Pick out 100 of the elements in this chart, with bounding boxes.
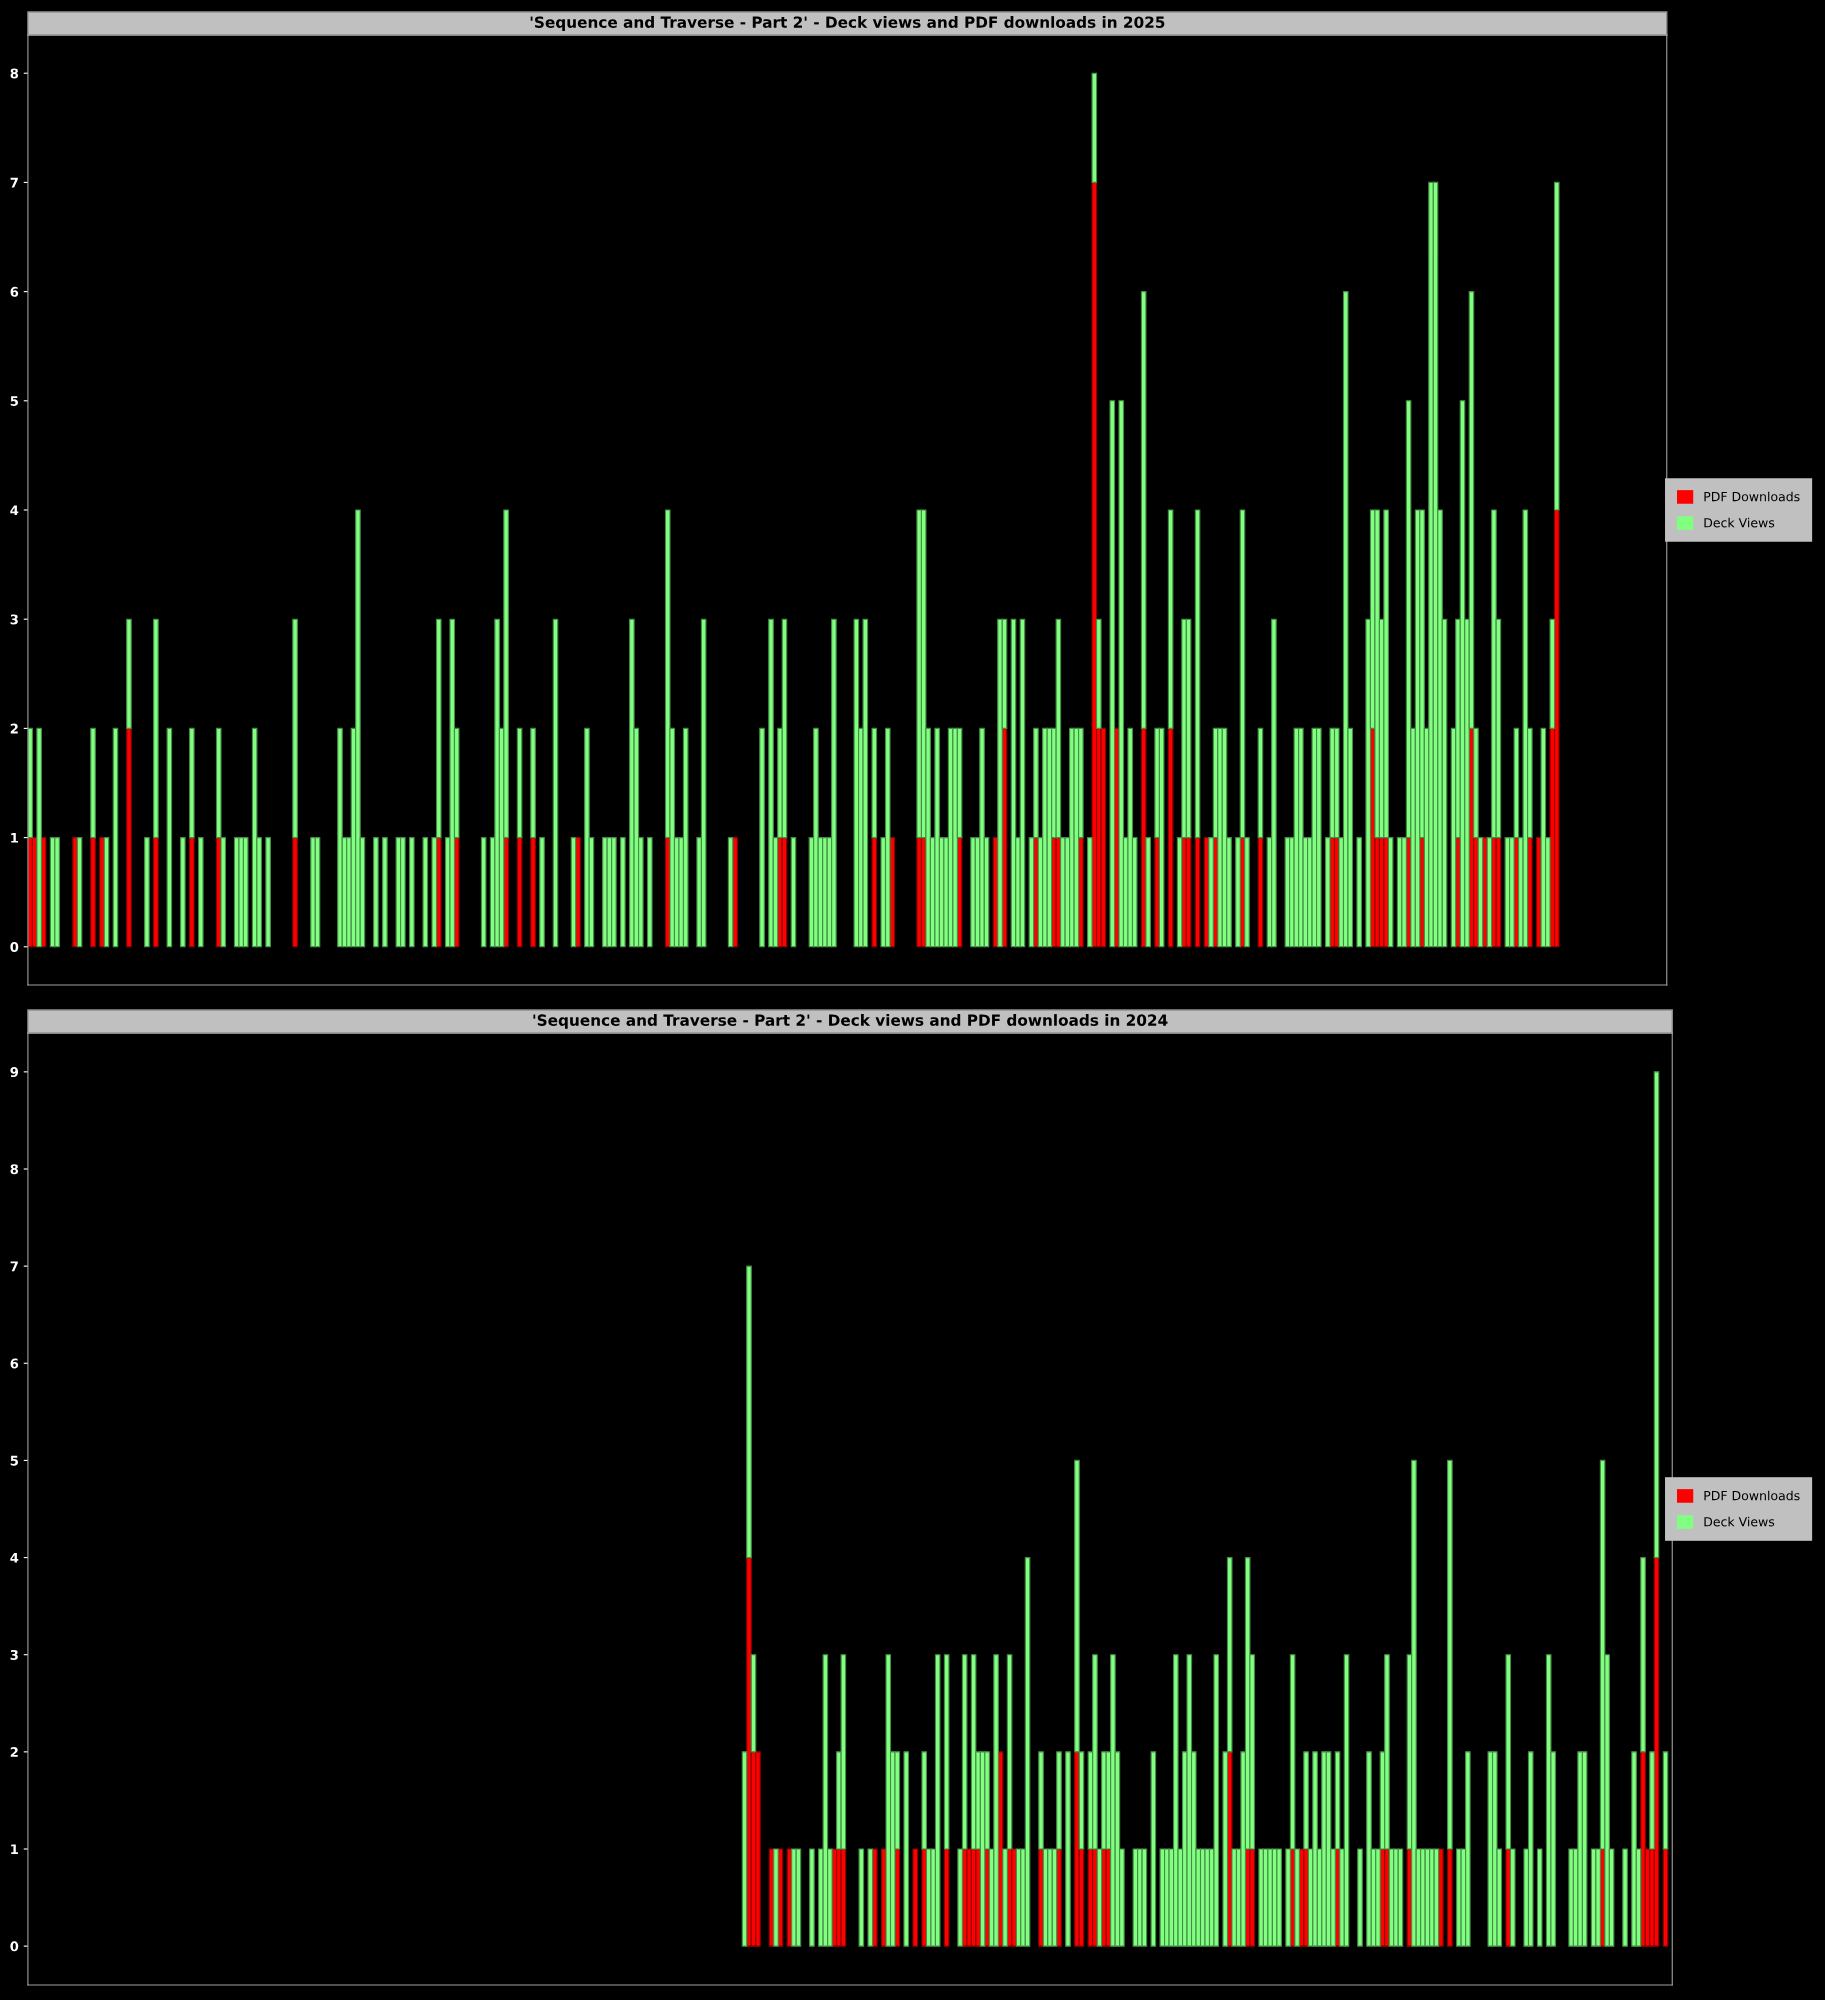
bar bbox=[791, 1848, 797, 1947]
bar bbox=[862, 618, 869, 948]
bar bbox=[1065, 1751, 1071, 1947]
y-tick-label: 5 bbox=[10, 1455, 18, 1466]
bar bbox=[871, 1848, 878, 1947]
bar bbox=[1158, 727, 1165, 948]
bar bbox=[189, 837, 195, 948]
y-tick-label: 5 bbox=[10, 396, 18, 407]
bar bbox=[934, 727, 940, 948]
bar bbox=[54, 837, 60, 948]
bar bbox=[1631, 1751, 1637, 1947]
bar bbox=[1100, 727, 1107, 948]
bar bbox=[871, 837, 878, 948]
bar bbox=[773, 1848, 779, 1947]
bar bbox=[759, 727, 765, 948]
y-tick-label: 6 bbox=[10, 286, 19, 297]
bar bbox=[1312, 1751, 1318, 1947]
bar bbox=[1213, 1654, 1220, 1947]
bar bbox=[1141, 1848, 1148, 1947]
bar bbox=[126, 618, 132, 729]
bar bbox=[1276, 1848, 1282, 1947]
bar bbox=[1536, 1848, 1543, 1947]
bar bbox=[1186, 1654, 1193, 1947]
y-tick-label: 7 bbox=[10, 177, 18, 188]
bar bbox=[90, 837, 96, 948]
bar bbox=[197, 837, 204, 948]
bar bbox=[1047, 1848, 1053, 1947]
bar bbox=[979, 727, 985, 948]
legend-label: PDF Downloads bbox=[1704, 1490, 1800, 1501]
y-tick-label: 8 bbox=[10, 1164, 19, 1175]
bar bbox=[952, 727, 958, 948]
bar bbox=[903, 1751, 910, 1947]
bar bbox=[1568, 1848, 1574, 1947]
bar bbox=[840, 1848, 847, 1947]
bar bbox=[997, 618, 1003, 948]
bar bbox=[755, 1751, 761, 1947]
bar bbox=[1374, 509, 1380, 839]
bar bbox=[1487, 1751, 1494, 1947]
bar bbox=[530, 727, 536, 839]
legend-label: Deck Views bbox=[1704, 1516, 1775, 1527]
bar bbox=[166, 727, 173, 948]
bar bbox=[813, 727, 819, 948]
y-tick-label: 1 bbox=[11, 832, 18, 843]
y-tick-label: 3 bbox=[10, 614, 18, 625]
bar bbox=[355, 509, 361, 948]
bar bbox=[1073, 727, 1080, 948]
y-tick-label: 2 bbox=[10, 1747, 18, 1757]
bar bbox=[1167, 509, 1174, 729]
bar bbox=[750, 1654, 757, 1753]
bar bbox=[126, 727, 132, 948]
bar bbox=[539, 837, 545, 948]
bar bbox=[530, 837, 536, 948]
y-tick-label: 0 bbox=[10, 1941, 19, 1952]
y-tick-label: 6 bbox=[10, 1358, 19, 1369]
bar bbox=[700, 618, 707, 948]
bar bbox=[373, 837, 379, 948]
bar bbox=[1267, 1848, 1273, 1947]
bar bbox=[1622, 1848, 1628, 1947]
bar bbox=[1447, 1459, 1453, 1850]
bar bbox=[409, 837, 415, 948]
bar bbox=[1087, 837, 1093, 948]
bar bbox=[1150, 1751, 1157, 1947]
bar bbox=[153, 837, 159, 948]
legend-label: PDF Downloads bbox=[1704, 491, 1800, 502]
bar bbox=[153, 618, 159, 839]
bar bbox=[1204, 1848, 1211, 1947]
bar bbox=[682, 727, 689, 948]
bar bbox=[1091, 181, 1098, 948]
bar bbox=[768, 618, 774, 948]
bar bbox=[449, 618, 456, 948]
bar bbox=[1159, 1848, 1166, 1947]
bar bbox=[934, 1654, 941, 1947]
bar bbox=[1091, 72, 1098, 183]
y-tick-label: 0 bbox=[10, 942, 19, 952]
bar bbox=[885, 1654, 892, 1947]
bar bbox=[1527, 1751, 1534, 1947]
bar bbox=[1118, 400, 1125, 948]
y-tick-label: 4 bbox=[10, 1552, 19, 1563]
bar bbox=[884, 727, 891, 948]
bar bbox=[1110, 1654, 1116, 1947]
bar bbox=[871, 727, 878, 839]
bar bbox=[180, 837, 186, 948]
bar bbox=[1640, 1557, 1646, 1753]
bar bbox=[1127, 727, 1134, 948]
bar bbox=[1447, 1848, 1453, 1947]
y-tick-label: 9 bbox=[10, 1067, 19, 1078]
bar bbox=[1356, 837, 1363, 948]
y-tick-label: 2 bbox=[10, 723, 18, 734]
bar bbox=[809, 1848, 815, 1947]
bar bbox=[1145, 837, 1151, 948]
bar bbox=[853, 618, 860, 948]
bar bbox=[292, 837, 298, 948]
bar bbox=[337, 727, 343, 948]
bar bbox=[1231, 1848, 1238, 1947]
bar bbox=[90, 727, 96, 839]
bar bbox=[1342, 291, 1349, 948]
bar bbox=[292, 618, 298, 839]
bar bbox=[1397, 1848, 1404, 1947]
chart-title: 'Sequence and Traverse - Part 2' - Deck views and PDF downloads in 2024 bbox=[533, 1014, 1168, 1029]
bar bbox=[36, 727, 42, 948]
